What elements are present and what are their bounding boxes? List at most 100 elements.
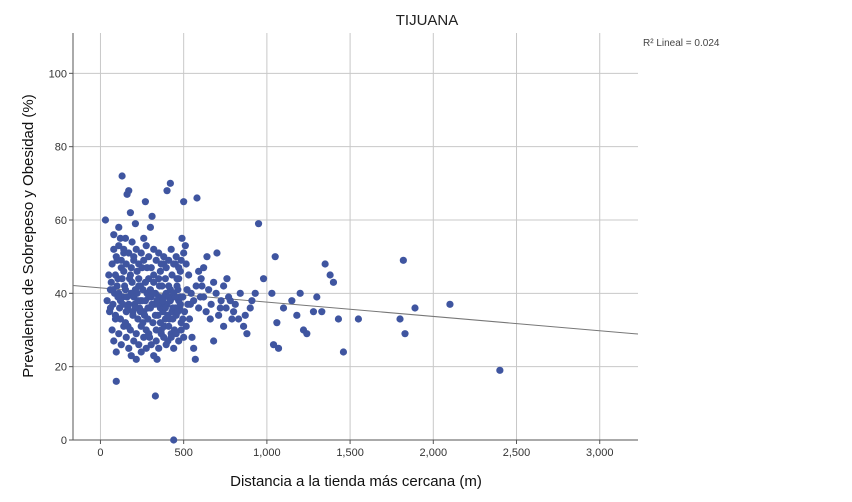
- data-point: [222, 304, 230, 312]
- data-point: [132, 355, 140, 363]
- data-point: [118, 172, 126, 180]
- data-point: [115, 242, 123, 250]
- data-point: [279, 304, 288, 312]
- data-point: [175, 264, 183, 272]
- data-point: [187, 289, 195, 297]
- data-point: [119, 300, 127, 308]
- y-tick-label: 20: [55, 362, 67, 374]
- data-point: [156, 319, 164, 327]
- y-tick-label: 0: [61, 435, 67, 447]
- data-point: [234, 315, 243, 323]
- y-tick-label: 40: [55, 288, 67, 300]
- x-tick-label: 1,500: [336, 447, 364, 459]
- data-point: [103, 297, 111, 305]
- data-point: [220, 322, 228, 330]
- data-point: [446, 300, 454, 308]
- data-point: [127, 264, 135, 272]
- data-point: [215, 311, 223, 319]
- data-point: [120, 245, 128, 253]
- data-point: [121, 319, 130, 327]
- data-point: [152, 337, 160, 345]
- data-point: [274, 344, 283, 352]
- data-point: [197, 275, 205, 283]
- x-tick-label: 2,000: [420, 447, 448, 459]
- data-point: [121, 286, 130, 294]
- data-point: [141, 297, 149, 305]
- data-point: [170, 260, 178, 268]
- data-point: [117, 341, 125, 349]
- data-point: [140, 234, 148, 242]
- data-point: [112, 348, 120, 356]
- data-point: [136, 308, 145, 316]
- data-point: [150, 352, 158, 360]
- data-point: [236, 289, 244, 297]
- data-point: [116, 234, 125, 242]
- data-point: [158, 282, 166, 290]
- data-point: [180, 308, 189, 316]
- y-tick-label: 60: [55, 215, 67, 227]
- y-axis-title: Prevalencia de Sobrepeso y Obesidad (%): [20, 94, 37, 378]
- data-point: [125, 344, 133, 352]
- data-point: [155, 275, 163, 283]
- data-point: [318, 308, 326, 316]
- data-point: [188, 333, 196, 341]
- data-point: [246, 304, 254, 312]
- data-point: [157, 260, 165, 268]
- data-point: [155, 249, 163, 257]
- data-point: [157, 326, 165, 334]
- data-point: [139, 319, 147, 327]
- data-point: [203, 253, 211, 261]
- data-point: [144, 315, 152, 323]
- data-point: [202, 308, 210, 316]
- y-tick-label: 100: [49, 68, 67, 80]
- data-point: [127, 352, 135, 360]
- data-point: [141, 278, 149, 286]
- data-point: [220, 282, 228, 290]
- data-point: [151, 311, 159, 319]
- x-tick-label: 1,000: [253, 447, 281, 459]
- data-point: [241, 311, 249, 319]
- data-point: [176, 293, 184, 301]
- data-point: [309, 308, 318, 316]
- data-point: [142, 344, 150, 352]
- data-point: [162, 341, 170, 349]
- data-point: [122, 260, 130, 268]
- data-point: [269, 341, 278, 349]
- data-point: [293, 311, 301, 319]
- data-point: [166, 297, 174, 305]
- data-point: [160, 253, 168, 261]
- data-point: [173, 282, 181, 290]
- data-point: [167, 333, 175, 341]
- data-point: [128, 238, 136, 246]
- data-point: [126, 326, 135, 334]
- data-point: [210, 278, 218, 286]
- data-point: [150, 271, 158, 279]
- data-point: [121, 234, 130, 242]
- data-point: [313, 293, 321, 301]
- data-point: [105, 271, 113, 279]
- data-point: [132, 330, 140, 338]
- data-point: [243, 330, 251, 338]
- data-point: [225, 293, 233, 301]
- data-point: [268, 289, 276, 297]
- data-point: [175, 275, 183, 283]
- data-point: [115, 223, 123, 231]
- data-point: [339, 348, 348, 356]
- data-points: [101, 172, 504, 444]
- data-point: [166, 179, 174, 187]
- data-point: [195, 267, 203, 275]
- chart-title: TIJUANA: [396, 12, 459, 29]
- data-point: [174, 308, 182, 316]
- data-point: [192, 282, 200, 290]
- data-point: [303, 330, 311, 338]
- data-point: [396, 315, 404, 323]
- data-point: [125, 187, 133, 195]
- data-point: [159, 297, 167, 305]
- data-point: [146, 304, 154, 312]
- data-point: [163, 187, 171, 195]
- data-point: [321, 260, 329, 268]
- data-point: [259, 275, 268, 283]
- data-point: [229, 308, 238, 316]
- data-point: [124, 304, 132, 312]
